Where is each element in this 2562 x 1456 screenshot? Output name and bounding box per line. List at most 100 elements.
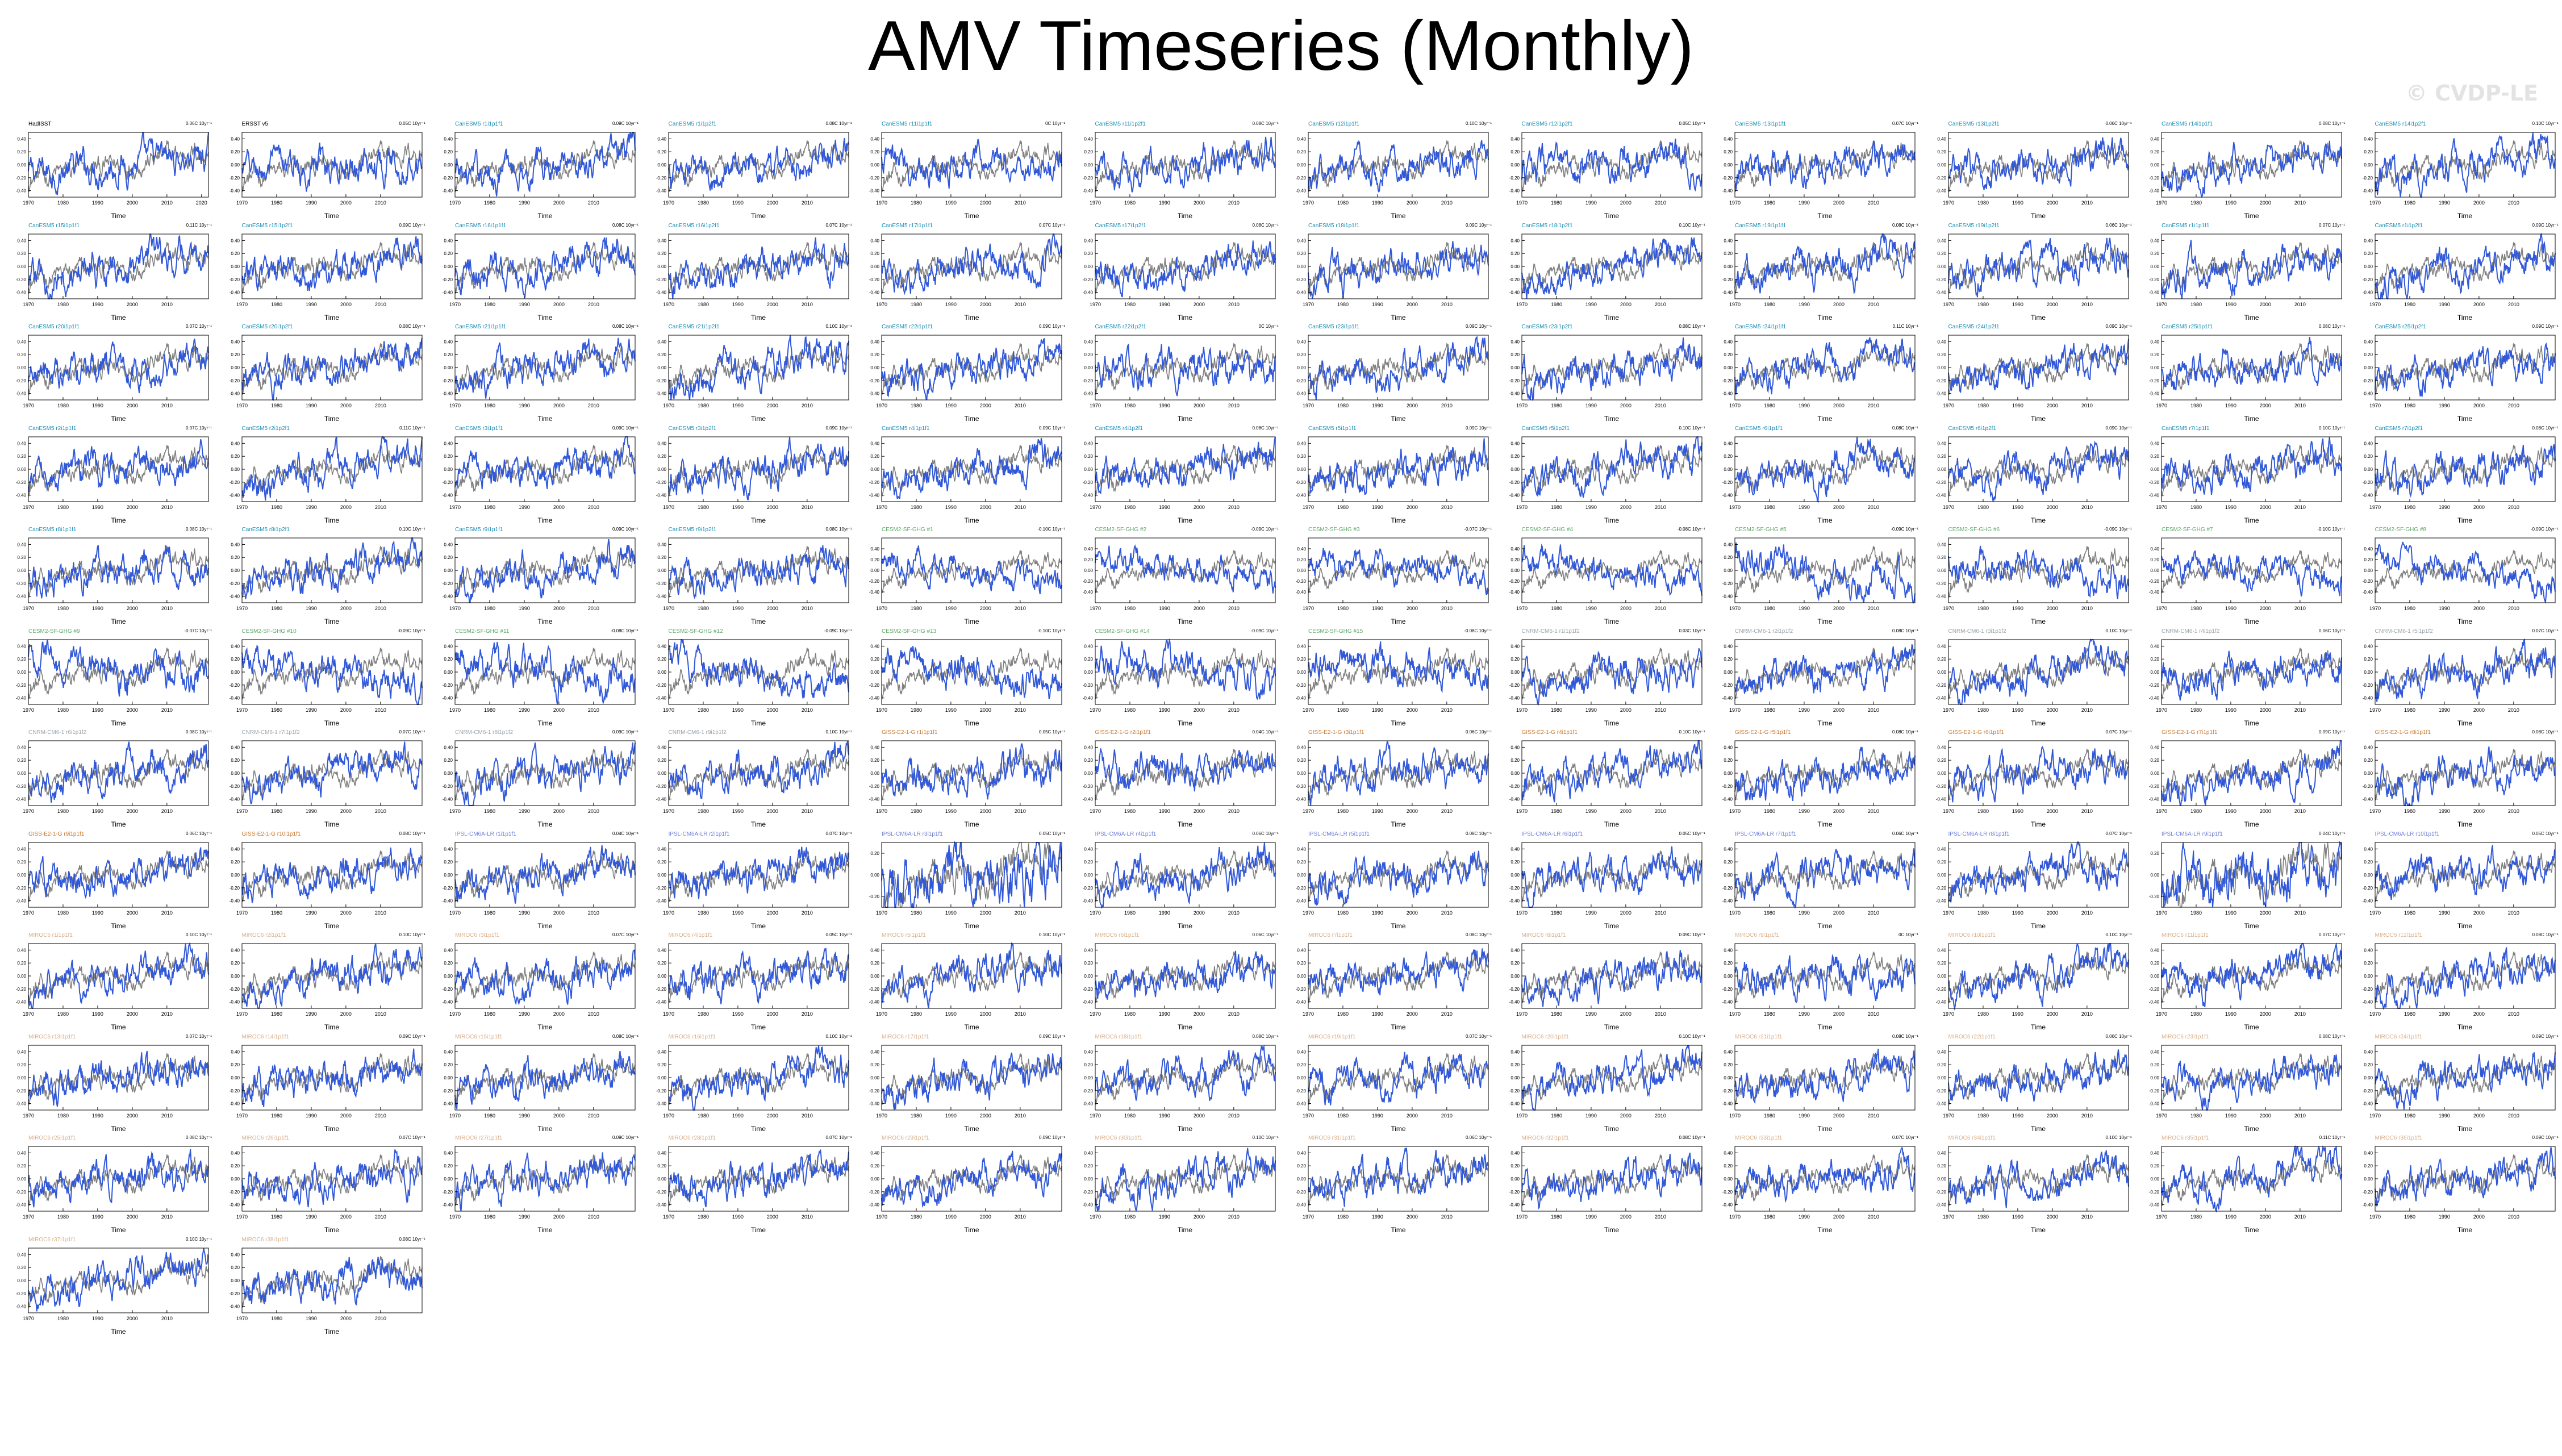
x-tick-label: 1980	[697, 302, 708, 307]
y-tick-label: 0.40	[1724, 136, 1733, 141]
timeseries-panel: 1970 1980 1990 2000 2010 -0.20 0.00 0.20 IPSL-CM…	[857, 827, 1070, 930]
panel-title: CanESM5 r25i1p1f1	[2162, 324, 2213, 330]
x-tick-label: 2000	[2260, 1113, 2271, 1119]
x-tick-label: 1990	[1158, 302, 1170, 307]
y-tick-label: 0.40	[870, 1049, 879, 1054]
x-axis-label: Time	[111, 719, 126, 727]
x-tick-label: 2010	[2081, 200, 2092, 206]
x-tick-label: 1990	[945, 1113, 957, 1119]
timeseries-panel: 1970 1980 1990 2000 2010 -0.40 -0.20 0.00 0.20 0.…	[430, 319, 643, 423]
simulated-series-line	[241, 236, 423, 291]
timeseries-panel: 1970 1980 1990 2000 2010 -0.40 -0.20 0.00 0.20 0.…	[857, 421, 1070, 524]
y-tick-label: 0.40	[1297, 745, 1306, 750]
y-tick-label: -0.40	[443, 1101, 453, 1106]
observed-series-line	[1734, 647, 1916, 699]
timeseries-panel: 1970 1980 1990 2000 2010 -0.40 -0.20 0.00 0.20 0.…	[430, 1130, 643, 1234]
y-tick-label: -0.20	[1296, 277, 1307, 282]
timeseries-panel: 1970 1980 1990 2000 2010 -0.40 -0.20 0.00 0.20 0.…	[1923, 421, 2137, 524]
x-tick-label: 2000	[766, 808, 778, 814]
y-tick-label: 0.20	[657, 352, 666, 357]
panel-plot: 1970 1980 1990 2000 2010-0.40-0.200.000.200.…	[16, 941, 209, 1017]
x-tick-label: 2000	[2473, 808, 2484, 814]
y-tick-label: 0.00	[444, 670, 453, 675]
x-tick-label: 1980	[270, 910, 282, 916]
x-tick-label: 1990	[732, 200, 743, 206]
y-tick-label: 0.20	[1937, 352, 1946, 357]
x-tick-label: 2010	[1228, 808, 1239, 814]
x-tick-label: 2010	[1228, 910, 1239, 916]
simulated-series-line	[1521, 337, 1703, 401]
observed-series-line	[454, 1154, 636, 1206]
panel-trend-label: 0.07C 10yr⁻¹	[612, 932, 639, 937]
panel-title: MIROC6 r36i1p1f1	[2375, 1135, 2422, 1141]
x-tick-label: 1980	[270, 200, 282, 206]
y-tick-label: -0.20	[656, 1088, 666, 1093]
x-tick-label: 2000	[1620, 1113, 1631, 1119]
simulated-series-line	[1521, 1152, 1703, 1210]
x-tick-label: 2010	[2294, 1214, 2306, 1220]
y-tick-label: -0.40	[869, 493, 880, 498]
y-tick-label: 0.00	[17, 974, 26, 979]
panel-plot: 1970 1980 1990 2000 2010-0.40-0.200.000.200.…	[1082, 537, 1276, 611]
x-tick-label: 2010	[1868, 302, 1879, 307]
panel-title: CanESM5 r1i1p1f1	[455, 121, 503, 127]
panel-plot: 1970 1980 1990 2000 2010-0.40-0.200.000.200.…	[2362, 638, 2556, 713]
panel-plot: 1970 1980 1990 2000 2010-0.40-0.200.000.200.…	[2149, 942, 2342, 1017]
x-tick-label: 1970	[1729, 1113, 1741, 1119]
x-tick-label: 2010	[588, 707, 599, 713]
timeseries-panel: 1970 1980 1990 2000 2010 -0.40 -0.20 0.00 0.20 0.…	[644, 218, 857, 322]
panel-title: MIROC6 r29i1p1f1	[882, 1135, 929, 1141]
panel-trend-label: 0.09C 10yr⁻¹	[2532, 222, 2559, 228]
panel-trend-label: -0.08C 10yr⁻¹	[611, 628, 639, 633]
x-axis-label: Time	[537, 1124, 553, 1133]
simulated-series-line	[28, 545, 209, 599]
y-tick-label: 0.20	[1511, 860, 1520, 865]
panel-plot: 1970 1980 1990 2000 2010-0.40-0.200.000.200.…	[1082, 1146, 1276, 1220]
y-tick-label: 0.20	[1937, 758, 1946, 763]
x-tick-label: 1990	[1372, 200, 1383, 206]
x-axis-label: Time	[324, 1023, 340, 1031]
x-tick-label: 1980	[911, 200, 922, 206]
panel-plot: 1970 1980 1990 2000 2010-0.40-0.200.000.200.…	[2149, 740, 2342, 814]
x-axis-label: Time	[1177, 618, 1193, 625]
y-tick-label: -0.40	[869, 290, 880, 295]
x-tick-label: 1990	[2438, 403, 2450, 408]
timeseries-panel: 1970 1980 1990 2000 2010 -0.40 -0.20 0.00 0.20 0.…	[1497, 116, 1710, 220]
observed-series-line	[881, 241, 1062, 294]
y-tick-label: -0.40	[1509, 1101, 1520, 1106]
y-tick-label: -0.40	[229, 797, 240, 802]
x-tick-label: 2000	[1193, 1214, 1204, 1220]
panel-title: GISS-E2-1-G r9i1p1f1	[28, 831, 85, 837]
x-tick-label: 1990	[1372, 403, 1383, 408]
observed-series-line	[2374, 140, 2556, 192]
y-tick-label: 0.00	[657, 162, 666, 168]
panel-plot: 1970 1980 1990 2000 2010-0.40-0.200.000.200.…	[16, 639, 209, 713]
panel-plot: 1970 1980 1990 2000 2010-0.40-0.200.000.200.…	[443, 1045, 636, 1119]
x-tick-label: 2010	[2294, 1011, 2306, 1017]
simulated-series-line	[2161, 942, 2342, 1007]
y-tick-label: 0.20	[1511, 1062, 1520, 1067]
x-tick-label: 2000	[766, 910, 778, 916]
y-tick-label: 0.00	[17, 670, 26, 675]
x-tick-label: 2010	[161, 707, 173, 713]
panel-trend-label: -0.07C 10yr⁻¹	[1464, 527, 1492, 532]
y-tick-label: -0.20	[2149, 987, 2160, 992]
x-tick-label: 1970	[23, 1316, 34, 1321]
x-tick-label: 2010	[2507, 606, 2519, 611]
x-tick-label: 2000	[2473, 707, 2484, 713]
x-tick-label: 2000	[980, 1113, 991, 1119]
timeseries-panel: 1970 1980 1990 2000 2010 -0.40 -0.20 0.00 0.20 0.…	[3, 928, 216, 1031]
x-tick-label: 1980	[484, 403, 495, 408]
y-tick-label: 0.00	[2150, 974, 2159, 979]
y-tick-label: -0.20	[229, 1291, 240, 1296]
panel-plot: 1970 1980 1990 2000 2010-0.40-0.200.000.200.…	[1509, 639, 1703, 713]
simulated-series-line	[241, 943, 423, 1009]
y-tick-label: 0.00	[17, 1075, 26, 1080]
y-tick-label: 0.40	[657, 846, 666, 852]
y-tick-label: 0.00	[1297, 670, 1306, 675]
x-axis-label: Time	[2030, 820, 2046, 828]
x-tick-label: 1990	[732, 504, 743, 510]
x-tick-label: 1980	[697, 200, 708, 206]
timeseries-panel: 1970 1980 1990 2000 2010 -0.40 -0.20 0.00 0.20 0.…	[3, 218, 216, 322]
panel-title: CNRM-CM6-1 r9i1p1f2	[668, 729, 727, 736]
